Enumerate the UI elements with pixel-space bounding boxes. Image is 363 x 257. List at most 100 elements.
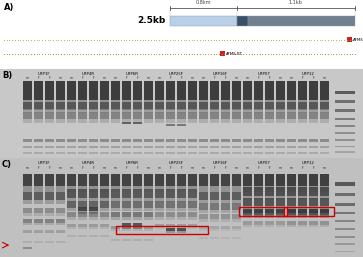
- Bar: [78, 152, 87, 154]
- Bar: [89, 207, 98, 212]
- Bar: [309, 209, 318, 215]
- Bar: [320, 206, 329, 209]
- Bar: [199, 237, 208, 239]
- Bar: [78, 235, 87, 237]
- Bar: [232, 109, 241, 113]
- Text: m: m: [279, 166, 282, 170]
- Bar: [276, 214, 285, 216]
- Bar: [34, 200, 43, 204]
- Bar: [45, 140, 54, 142]
- Text: F: F: [225, 77, 226, 80]
- Bar: [122, 174, 131, 186]
- Bar: [45, 100, 54, 110]
- Text: m: m: [323, 77, 326, 80]
- Bar: [265, 81, 274, 100]
- Bar: [78, 146, 87, 148]
- Bar: [67, 100, 76, 110]
- Bar: [166, 227, 175, 229]
- Bar: [166, 174, 175, 186]
- Bar: [335, 228, 355, 230]
- Bar: [56, 223, 65, 225]
- Text: F: F: [49, 77, 50, 80]
- Bar: [177, 124, 186, 126]
- Bar: [78, 217, 87, 220]
- Bar: [320, 112, 329, 119]
- Bar: [155, 146, 164, 148]
- Bar: [111, 109, 120, 113]
- Bar: [232, 229, 241, 231]
- Bar: [287, 196, 296, 200]
- Bar: [78, 109, 87, 113]
- Bar: [177, 152, 186, 154]
- Bar: [144, 102, 153, 109]
- Bar: [199, 102, 208, 109]
- Bar: [276, 198, 285, 206]
- Bar: [67, 81, 76, 100]
- Bar: [122, 217, 131, 220]
- Bar: [243, 206, 252, 209]
- Text: F: F: [258, 77, 259, 80]
- Bar: [309, 140, 318, 142]
- Bar: [188, 81, 197, 100]
- Bar: [67, 217, 76, 220]
- Bar: [188, 201, 197, 208]
- Bar: [100, 140, 109, 142]
- Bar: [100, 81, 109, 100]
- Bar: [111, 217, 120, 220]
- Bar: [265, 215, 274, 218]
- Text: m: m: [202, 166, 205, 170]
- Bar: [210, 119, 219, 123]
- Text: m: m: [235, 166, 238, 170]
- Bar: [34, 81, 43, 100]
- Text: URP6R: URP6R: [126, 161, 138, 165]
- Bar: [265, 140, 274, 142]
- Bar: [144, 112, 153, 119]
- Bar: [122, 146, 131, 148]
- Bar: [122, 208, 131, 211]
- Bar: [287, 109, 296, 113]
- Bar: [45, 81, 54, 100]
- Bar: [133, 217, 142, 220]
- Bar: [254, 186, 263, 192]
- Text: m: m: [70, 166, 73, 170]
- Bar: [243, 174, 252, 186]
- Bar: [265, 206, 274, 209]
- Text: F: F: [137, 166, 138, 170]
- Bar: [45, 200, 54, 204]
- Bar: [177, 224, 186, 227]
- Bar: [78, 140, 87, 142]
- Bar: [232, 186, 241, 192]
- Bar: [155, 100, 164, 110]
- Bar: [111, 119, 120, 123]
- Bar: [298, 109, 307, 113]
- Bar: [335, 243, 355, 245]
- Bar: [265, 198, 274, 206]
- Bar: [111, 81, 120, 100]
- Bar: [320, 100, 329, 110]
- Bar: [89, 119, 98, 123]
- Bar: [309, 215, 318, 218]
- Bar: [45, 219, 54, 223]
- Bar: [276, 109, 285, 113]
- Bar: [166, 152, 175, 154]
- Bar: [210, 237, 219, 239]
- Bar: [166, 102, 175, 109]
- Bar: [78, 119, 87, 123]
- Bar: [287, 152, 296, 154]
- Bar: [100, 119, 109, 123]
- Bar: [320, 209, 329, 215]
- Bar: [78, 208, 87, 211]
- Bar: [287, 221, 296, 225]
- Bar: [122, 100, 131, 110]
- Bar: [122, 198, 131, 202]
- Bar: [254, 215, 263, 218]
- Text: m: m: [279, 77, 282, 80]
- Bar: [335, 193, 355, 196]
- Bar: [232, 203, 241, 209]
- Bar: [199, 140, 208, 142]
- Bar: [276, 140, 285, 142]
- Bar: [133, 229, 142, 231]
- Bar: [254, 81, 263, 100]
- Bar: [309, 174, 318, 186]
- Text: m: m: [323, 166, 326, 170]
